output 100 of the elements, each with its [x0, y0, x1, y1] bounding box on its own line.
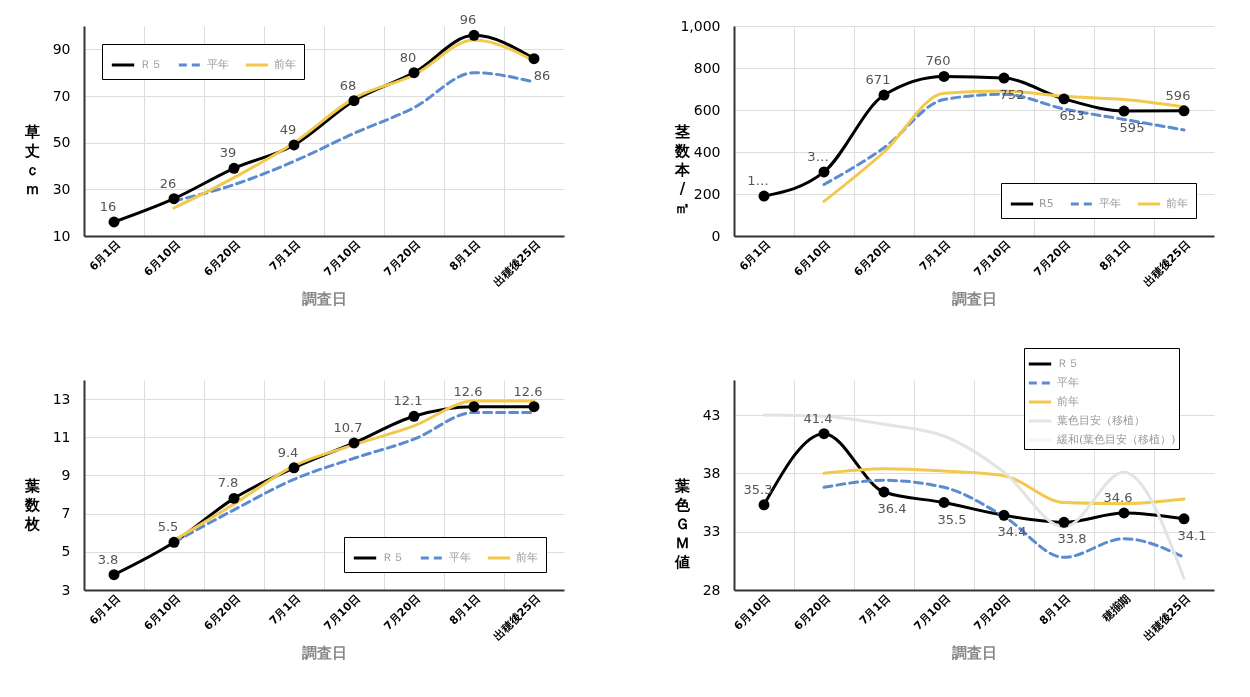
y-tick-label: 30: [52, 180, 71, 197]
data-label: 671: [865, 72, 891, 88]
data-label: 7.8: [217, 475, 239, 491]
data-label: 34.6: [1103, 490, 1133, 505]
line-series: [822, 467, 1186, 506]
data-label: 35.5: [937, 511, 967, 527]
data-label: 3.8: [97, 551, 119, 567]
x-tick-label: 7月1日: [856, 591, 893, 628]
x-tick-label: 6月10日: [791, 237, 833, 279]
point: [408, 410, 420, 422]
y-tick-label: 800: [693, 59, 721, 76]
point: [288, 462, 300, 474]
x-tick-label: 7月10日: [321, 591, 363, 633]
y-tick-label: 33: [702, 523, 721, 540]
x-tick-label: 6月10日: [141, 591, 183, 633]
point: [108, 569, 120, 581]
data-label: 12.6: [513, 383, 543, 399]
legend-label: 前年: [1166, 197, 1188, 210]
data-label: 68: [339, 77, 357, 93]
y-tick-label: 11: [52, 428, 71, 445]
y-tick-label: 70: [52, 87, 71, 104]
y-tick-label: 1,000: [680, 17, 721, 34]
data-label: 34.1: [1177, 527, 1207, 543]
data-label: 86: [533, 67, 551, 83]
data-label: 10.7: [333, 420, 363, 435]
x-axis-title: 調査日: [952, 290, 997, 309]
point: [938, 70, 950, 82]
x-tick-label: 6月10日: [731, 591, 773, 633]
data-label: 16: [99, 199, 117, 214]
data-label: 1…: [747, 173, 769, 189]
x-tick-label: 6月20日: [201, 591, 243, 633]
y-tick-label: 10: [52, 227, 71, 244]
x-tick-label: 8月1日: [1096, 237, 1133, 274]
legend-label: 前年: [274, 58, 296, 71]
x-tick-label: 8月1日: [446, 591, 483, 628]
x-tick-label: 7月10日: [971, 237, 1013, 279]
x-tick-label: 7月10日: [321, 237, 363, 279]
data-label: 3…: [807, 148, 829, 164]
data-label: 41.4: [803, 410, 833, 426]
data-label: 96: [459, 12, 477, 28]
data-label: 596: [1165, 87, 1191, 103]
point: [1118, 105, 1130, 117]
data-label: 5.5: [157, 519, 179, 535]
data-label: 34.4: [997, 524, 1027, 540]
y-tick-label: 28: [702, 581, 721, 598]
point: [228, 162, 240, 174]
point: [818, 428, 830, 440]
point: [468, 401, 480, 413]
x-axis-title: 調査日: [952, 644, 997, 663]
legend-label: Ｒ５: [382, 551, 404, 564]
data-label: 12.1: [393, 393, 423, 409]
point: [1058, 516, 1070, 528]
point: [108, 216, 120, 228]
x-tick-label: 8月1日: [446, 237, 483, 274]
legend-label: 平年: [1057, 376, 1079, 389]
x-tick-label: 6月20日: [201, 237, 243, 279]
point: [288, 139, 300, 151]
point: [468, 29, 480, 41]
legend-label: 葉色目安（移植）: [1057, 414, 1145, 427]
data-label: 595: [1119, 120, 1145, 136]
point: [1178, 513, 1190, 525]
point: [1178, 105, 1190, 117]
y-tick-label: 200: [693, 185, 721, 202]
data-label: 80: [399, 49, 417, 65]
legend-label: R5: [1039, 197, 1054, 210]
legend-label: 前年: [516, 551, 538, 564]
x-tick-label: 7月1日: [266, 237, 303, 274]
point: [168, 193, 180, 205]
x-tick-label: 7月20日: [971, 591, 1013, 633]
y-axis-title: 茎数本/㎡: [674, 122, 691, 217]
legend-label: 平年: [1099, 197, 1121, 210]
y-tick-label: 50: [52, 134, 71, 151]
point: [228, 492, 240, 504]
x-tick-label: 出穂後25日: [491, 591, 543, 643]
x-tick-label: 6月20日: [851, 237, 893, 279]
legend-label: Ｒ５: [140, 58, 162, 71]
y-axis-title: 葉色ＧＭ値: [674, 476, 691, 571]
point: [938, 497, 950, 508]
point: [348, 95, 360, 107]
y-tick-label: 7: [61, 505, 71, 522]
point: [878, 486, 890, 498]
y-tick-label: 9: [61, 466, 71, 483]
x-tick-label: 出穂後25日: [491, 237, 543, 289]
y-tick-label: 43: [702, 406, 721, 423]
y-axis-title: 葉数枚: [24, 476, 41, 533]
point: [348, 437, 360, 449]
point: [818, 166, 830, 178]
legend-label: Ｒ５: [1057, 357, 1079, 370]
point: [528, 53, 540, 65]
point: [1058, 93, 1070, 105]
x-tick-label: 7月1日: [916, 237, 953, 274]
x-tick-label: 7月10日: [911, 591, 953, 633]
point: [998, 72, 1010, 84]
x-tick-label: 6月20日: [791, 591, 833, 633]
x-axis-title: 調査日: [302, 644, 347, 663]
legend-label: 前年: [1057, 395, 1079, 408]
x-tick-label: 6月1日: [86, 237, 123, 274]
x-tick-label: 穂揃期: [1099, 591, 1133, 626]
x-tick-label: 6月10日: [141, 237, 183, 279]
point: [758, 190, 770, 202]
